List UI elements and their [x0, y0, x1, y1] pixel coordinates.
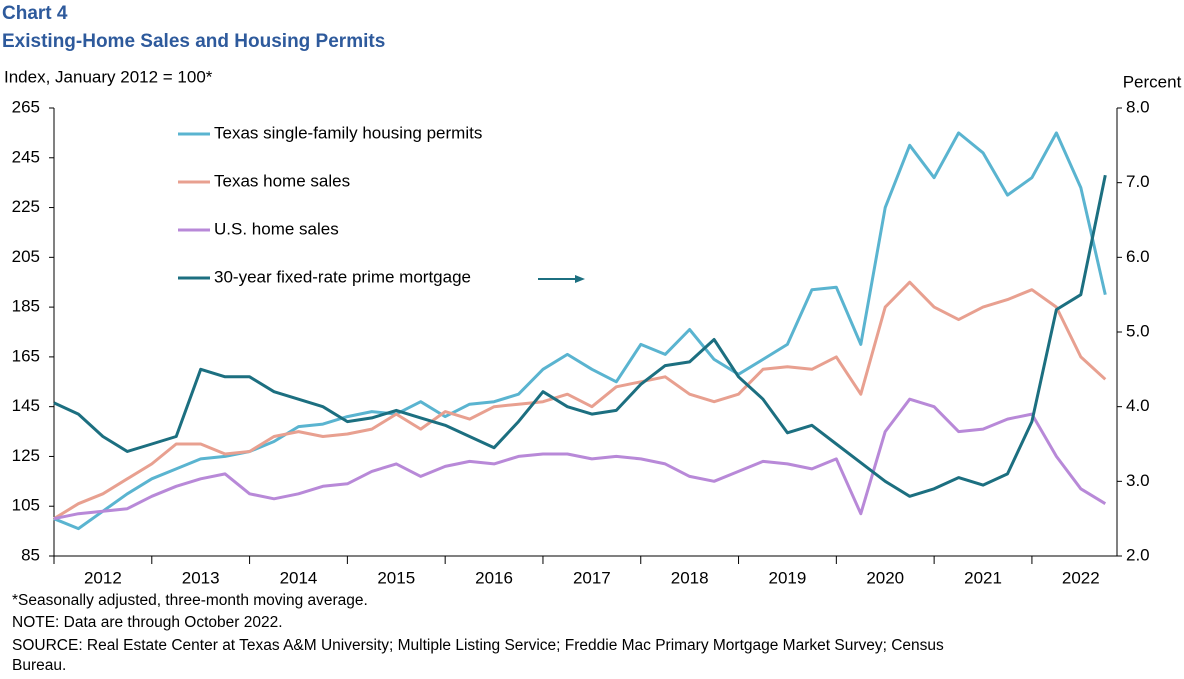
series-line — [53, 397, 1107, 521]
x-tick-label: 2016 — [475, 568, 513, 587]
y-tick-label: 125 — [12, 446, 40, 465]
legend-label: Texas single-family housing permits — [214, 123, 482, 142]
y2-tick-label: 3.0 — [1126, 471, 1150, 490]
y-tick-label: 85 — [21, 545, 40, 564]
footnote: Bureau. — [12, 657, 66, 674]
x-tick-label: 2014 — [280, 568, 318, 587]
footnote: *Seasonally adjusted, three-month moving… — [12, 592, 368, 609]
y-tick-label: 225 — [12, 197, 40, 216]
legend-label: 30-year fixed-rate prime mortgage — [214, 267, 471, 286]
y2-tick-label: 5.0 — [1126, 321, 1150, 340]
legend-label: U.S. home sales — [214, 219, 339, 238]
y2-tick-label: 8.0 — [1126, 97, 1150, 116]
y2-tick-label: 7.0 — [1126, 172, 1150, 191]
chart-title: Chart 4 — [2, 3, 68, 24]
y-tick-label: 105 — [12, 496, 40, 515]
y-tick-label: 145 — [12, 396, 40, 415]
y-tick-label: 245 — [12, 147, 40, 166]
y-tick-label: 205 — [12, 247, 40, 266]
y2-tick-label: 4.0 — [1126, 396, 1150, 415]
x-tick-label: 2021 — [964, 568, 1002, 587]
footnote: NOTE: Data are through October 2022. — [12, 614, 283, 631]
x-tick-label: 2017 — [573, 568, 611, 587]
y-tick-label: 265 — [12, 97, 40, 116]
y2-tick-label: 6.0 — [1126, 247, 1150, 266]
x-tick-label: 2018 — [671, 568, 709, 587]
x-tick-label: 2015 — [377, 568, 415, 587]
x-tick-label: 2012 — [84, 568, 122, 587]
y-tick-label: 165 — [12, 346, 40, 365]
series-line — [53, 131, 1107, 531]
x-tick-label: 2020 — [866, 568, 904, 587]
y-axis-label: Index, January 2012 = 100* — [4, 67, 213, 86]
x-tick-label: 2022 — [1062, 568, 1100, 587]
chart-subtitle: Existing-Home Sales and Housing Permits — [2, 31, 385, 52]
x-tick-label: 2019 — [769, 568, 807, 587]
series-line — [53, 280, 1107, 520]
legend-arrow-head — [575, 275, 585, 283]
legend-label: Texas home sales — [214, 171, 350, 190]
x-tick-label: 2013 — [182, 568, 220, 587]
series-line — [53, 174, 1107, 498]
y-tick-label: 185 — [12, 297, 40, 316]
y2-tick-label: 2.0 — [1126, 545, 1150, 564]
footnote: SOURCE: Real Estate Center at Texas A&M … — [12, 637, 944, 654]
y2-axis-label: Percent — [1123, 72, 1182, 91]
